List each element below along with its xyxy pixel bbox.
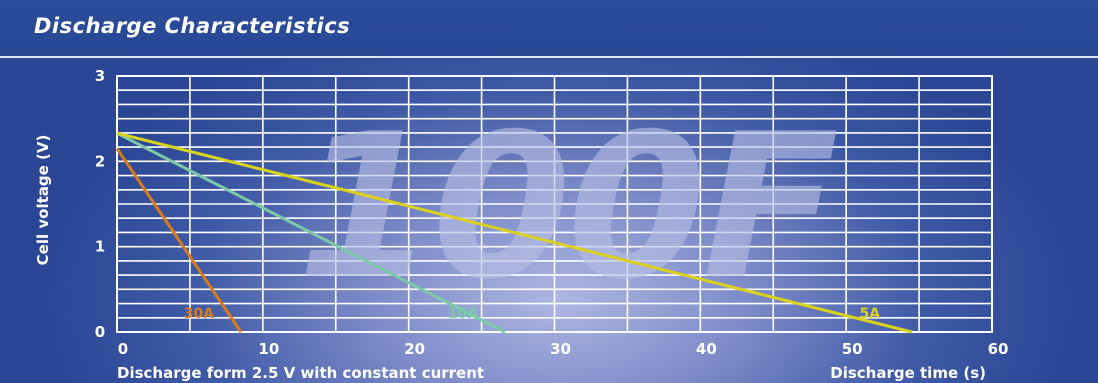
x-tick-label: 60	[988, 340, 1009, 358]
x-tick-label: 30	[550, 340, 571, 358]
x-axis-title: Discharge time (s)	[830, 364, 986, 382]
y-tick-label: 1	[95, 238, 105, 256]
plot-border	[116, 75, 993, 333]
y-axis-title: Cell voltage (V)	[34, 135, 52, 266]
chart-grid	[116, 75, 993, 333]
x-tick-label: 10	[258, 340, 279, 358]
x-tick-label: 40	[696, 340, 717, 358]
x-tick-label: 50	[842, 340, 863, 358]
x-tick-labels: 0 10 20 30 40 50 60	[118, 340, 1009, 358]
series-label-30a: 30A	[184, 306, 214, 322]
series-line-30a	[115, 147, 243, 333]
series-line-10a	[116, 131, 506, 334]
series-label-5a: 5A	[860, 306, 881, 322]
y-tick-labels: 0 1 2 3	[95, 67, 105, 341]
series-line-5a	[116, 131, 913, 334]
page-title: Discharge Characteristics	[34, 14, 351, 38]
series-lines	[115, 131, 913, 334]
watermark-text: 100F	[297, 91, 836, 324]
x-tick-label: 20	[404, 340, 425, 358]
chart-subtitle: Discharge form 2.5 V with constant curre…	[117, 364, 484, 382]
y-tick-label: 3	[95, 67, 105, 85]
header-bar: Discharge Characteristics	[0, 0, 1098, 58]
series-label-10a: 10A	[448, 306, 478, 322]
y-tick-label: 2	[95, 152, 105, 170]
x-tick-label: 0	[118, 340, 128, 358]
series-labels: 30A 10A 5A	[184, 306, 880, 322]
y-tick-label: 0	[95, 323, 105, 341]
